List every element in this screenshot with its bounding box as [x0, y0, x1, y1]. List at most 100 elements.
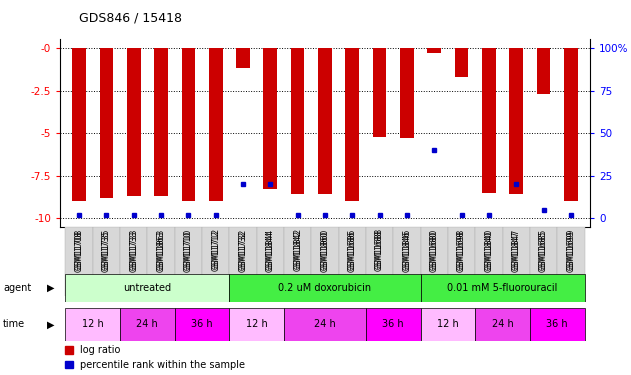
Text: 0.2 uM doxorubicin: 0.2 uM doxorubicin [278, 283, 372, 293]
Text: GSM11840: GSM11840 [485, 228, 493, 270]
Text: GSM11846: GSM11846 [403, 228, 411, 270]
Legend: log ratio, percentile rank within the sample: log ratio, percentile rank within the sa… [65, 345, 245, 370]
Bar [421, 227, 448, 296]
Bar [427, 48, 441, 53]
Bar [564, 48, 578, 201]
Text: untreated: untreated [123, 283, 172, 293]
Text: 24 h: 24 h [492, 320, 514, 329]
Text: GSM11844: GSM11844 [266, 228, 275, 270]
Bar [339, 227, 366, 296]
Text: ▶: ▶ [47, 320, 54, 329]
Bar [264, 48, 277, 189]
Bar [291, 48, 305, 195]
Text: 36 h: 36 h [546, 320, 568, 329]
Text: GSM11712: GSM11712 [211, 228, 220, 269]
Text: GSM11685: GSM11685 [539, 230, 548, 272]
Bar [148, 227, 175, 296]
Text: GSM11863: GSM11863 [156, 228, 165, 270]
Text: GSM11680: GSM11680 [430, 230, 439, 272]
Text: GSM11708: GSM11708 [74, 230, 83, 272]
Bar [72, 48, 86, 201]
Text: 36 h: 36 h [191, 320, 213, 329]
Bar [236, 48, 250, 68]
Text: GSM11686: GSM11686 [348, 230, 357, 272]
Text: GSM11735: GSM11735 [102, 230, 111, 272]
Bar [345, 48, 359, 201]
Bar [366, 227, 393, 296]
Text: GSM11860: GSM11860 [321, 230, 329, 272]
Bar [318, 48, 332, 195]
Bar [284, 308, 366, 341]
Bar [209, 48, 223, 201]
Text: GSM11732: GSM11732 [239, 230, 247, 272]
Text: GDS846 / 15418: GDS846 / 15418 [79, 11, 182, 24]
Text: GSM11733: GSM11733 [129, 228, 138, 270]
Bar [66, 227, 93, 296]
Text: GSM11712: GSM11712 [211, 230, 220, 272]
Bar [482, 48, 496, 193]
Bar [120, 308, 175, 341]
Bar [175, 227, 202, 296]
Bar [229, 227, 257, 296]
Bar [475, 308, 530, 341]
Text: ▶: ▶ [47, 283, 54, 293]
Text: 36 h: 36 h [382, 320, 404, 329]
Bar [229, 274, 421, 302]
Bar [400, 48, 414, 138]
Text: GSM11733: GSM11733 [129, 230, 138, 272]
Text: GSM11698: GSM11698 [457, 230, 466, 272]
Text: GSM11698: GSM11698 [457, 228, 466, 270]
Bar [284, 227, 311, 296]
Bar [257, 227, 284, 296]
Text: GSM11846: GSM11846 [403, 230, 411, 272]
Bar [175, 308, 229, 341]
Text: GSM11710: GSM11710 [184, 230, 193, 272]
Text: GSM11735: GSM11735 [102, 228, 111, 270]
Text: GSM11847: GSM11847 [512, 228, 521, 270]
Bar [182, 48, 195, 201]
Bar [502, 227, 530, 296]
Bar [421, 308, 475, 341]
Text: GSM11699: GSM11699 [567, 228, 575, 270]
Bar [530, 227, 557, 296]
Bar [93, 227, 120, 296]
Bar [154, 48, 168, 196]
Bar [100, 48, 113, 198]
Text: 0.01 mM 5-fluorouracil: 0.01 mM 5-fluorouracil [447, 283, 558, 293]
Text: 12 h: 12 h [246, 320, 268, 329]
Bar [66, 308, 120, 341]
Bar [509, 48, 523, 195]
Text: GSM11732: GSM11732 [239, 228, 247, 270]
Text: GSM11685: GSM11685 [539, 228, 548, 270]
Text: GSM11708: GSM11708 [74, 228, 83, 270]
Bar [366, 308, 421, 341]
Text: GSM11699: GSM11699 [567, 230, 575, 272]
Text: GSM11710: GSM11710 [184, 228, 193, 270]
Text: GSM11686: GSM11686 [348, 228, 357, 270]
Text: time: time [3, 320, 25, 329]
Bar [537, 48, 550, 94]
Bar [229, 308, 284, 341]
Bar [127, 48, 141, 196]
Bar [120, 227, 148, 296]
Text: 24 h: 24 h [136, 320, 158, 329]
Bar [311, 227, 339, 296]
Text: GSM11842: GSM11842 [293, 230, 302, 272]
Bar [66, 274, 229, 302]
Text: agent: agent [3, 283, 32, 293]
Bar [530, 308, 584, 341]
Text: 12 h: 12 h [82, 320, 103, 329]
Bar [373, 48, 386, 136]
Bar [393, 227, 421, 296]
Text: GSM11842: GSM11842 [293, 228, 302, 269]
Bar [448, 227, 475, 296]
Text: GSM11860: GSM11860 [321, 228, 329, 270]
Bar [202, 227, 229, 296]
Text: 24 h: 24 h [314, 320, 336, 329]
Bar [557, 227, 584, 296]
Bar [421, 274, 584, 302]
Text: GSM11847: GSM11847 [512, 230, 521, 272]
Text: GSM11680: GSM11680 [430, 228, 439, 270]
Text: GSM11688: GSM11688 [375, 228, 384, 269]
Text: GSM11688: GSM11688 [375, 230, 384, 272]
